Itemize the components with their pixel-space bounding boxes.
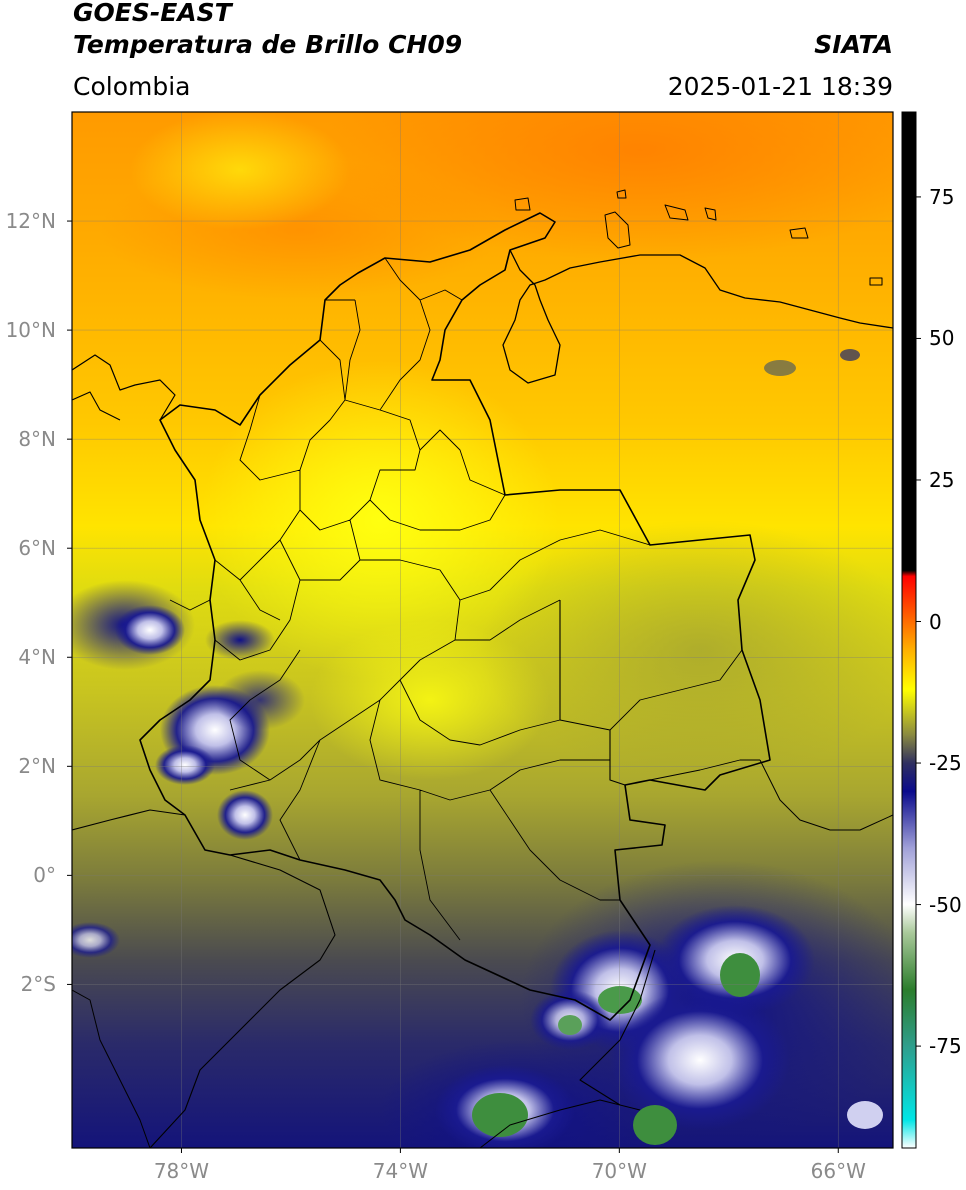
boundaries (72, 189, 893, 1148)
map-grid (72, 112, 893, 1148)
lat-tick-label: 12°N (5, 209, 56, 234)
peru-border (149, 854, 336, 1148)
satellite-title: GOES-EAST (73, 0, 232, 27)
colorbar-tick-label: 50 (929, 326, 955, 351)
lat-tick-label: 2°N (18, 754, 56, 779)
timestamp-label: 2025-01-21 18:39 (667, 72, 893, 101)
colorbar-tick-label: 0 (929, 609, 942, 634)
lon-tick-label: 70°W (591, 1159, 647, 1183)
department-boundaries (169, 257, 760, 941)
venezuela-coast (502, 249, 893, 384)
map-frame (71, 111, 894, 1149)
axis-ticks (67, 220, 839, 1153)
colorbar-tick-label: 75 (929, 184, 955, 209)
colorbar-gradient (902, 112, 916, 1148)
lat-tick-label: 0° (33, 863, 56, 888)
brightness-field (72, 112, 893, 1148)
ecuador-border (72, 809, 186, 831)
lat-tick-label: 2°S (20, 972, 56, 997)
colorbar-tick-label: -25 (929, 751, 962, 776)
colombia-border (139, 212, 771, 1021)
colorbar-tick-label: -50 (929, 892, 962, 917)
lat-tick-label: 8°N (18, 427, 56, 452)
lon-tick-label: 74°W (372, 1159, 429, 1183)
organization-label: SIATA (814, 30, 893, 59)
colorbar-tick-label: -75 (929, 1034, 962, 1059)
lat-tick-label: 10°N (5, 318, 56, 343)
region-label: Colombia (73, 72, 191, 101)
colorbar-tick-label: 25 (929, 467, 955, 492)
panama-coast (72, 354, 176, 421)
lat-tick-label: 6°N (18, 536, 56, 561)
colorbar (901, 111, 921, 1149)
lon-tick-label: 78°W (153, 1159, 210, 1183)
lat-tick-label: 4°N (18, 645, 56, 670)
product-title: Temperatura de Brillo CH09 (73, 30, 463, 59)
lon-tick-label: 66°W (810, 1159, 866, 1183)
